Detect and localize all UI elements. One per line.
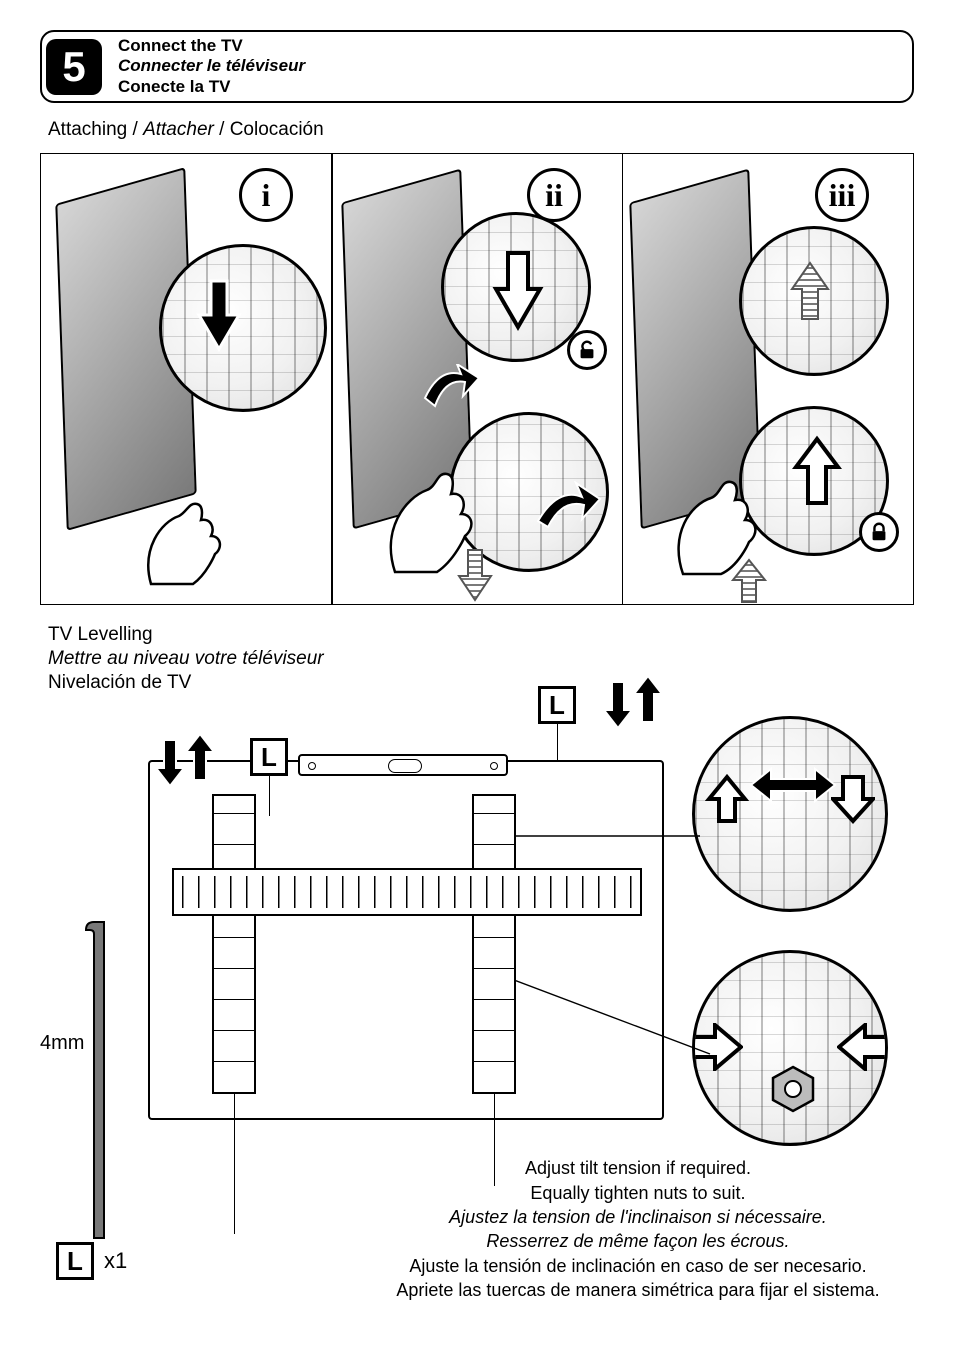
arrow-up-outline-icon [792, 435, 842, 507]
rail-slots [182, 876, 632, 908]
tool-size-label: 4mm [40, 1032, 84, 1055]
hexkey-icon [80, 918, 124, 1258]
bracket-lines [474, 796, 514, 1092]
arrow-in-icon [837, 1023, 888, 1071]
arrow-pull-icon [421, 364, 481, 418]
bracket [472, 794, 516, 1094]
step-number-badge: 5 [46, 39, 102, 95]
leader-line [269, 776, 270, 816]
panel-divider [622, 154, 624, 604]
detail-circle [739, 226, 889, 376]
step-title-fr: Connecter le téléviseur [118, 56, 305, 76]
alt-arrows-icon [152, 728, 224, 792]
alt-arrows-icon [600, 670, 672, 734]
hex-nut-icon [767, 1063, 819, 1115]
levelling-heading: TV Levelling Mettre au niveau votre télé… [48, 623, 914, 694]
unlock-icon [567, 330, 607, 370]
step-header: 5 Connect the TV Connecter le téléviseur… [40, 30, 914, 103]
attaching-fr: Attacher [143, 119, 214, 140]
striped-arrow-up-icon [790, 261, 830, 321]
lock-icon [859, 512, 899, 552]
step-title-en: Connect the TV [118, 36, 305, 56]
tool-qty: x1 [104, 1248, 127, 1274]
levelling-diagram: L L [40, 700, 914, 1320]
label-l: L [56, 1242, 94, 1280]
tilt-es-1: Ajuste la tensión de inclinación en caso… [358, 1254, 918, 1278]
level-hole [308, 762, 316, 770]
bracket-lines [214, 796, 254, 1092]
tilt-fr-2: Resserrez de même façon les écrous. [358, 1229, 918, 1253]
tilt-es-2: Apriete las tuercas de manera simétrica … [358, 1278, 918, 1302]
leader-line [514, 980, 724, 1080]
arrow-down-outline-icon [490, 249, 546, 331]
attaching-diagram-panel: i ii iii [40, 153, 914, 605]
level-bubble [388, 759, 422, 773]
sep: / [214, 119, 230, 140]
step-i-badge: i [239, 168, 293, 222]
hand-icon [131, 494, 241, 594]
tilt-fr-1: Ajustez la tension de l'inclinaison si n… [358, 1205, 918, 1229]
step-iii-badge: iii [815, 168, 869, 222]
arrow-down-icon [194, 277, 244, 353]
detail-circle [159, 244, 327, 412]
step-titles: Connect the TV Connecter le téléviseur C… [118, 36, 305, 97]
label-l: L [250, 738, 288, 776]
attaching-subheading: Attaching / Attacher / Colocación [48, 119, 914, 141]
arrow-up-outline-icon [705, 773, 749, 825]
leader-line [514, 830, 714, 880]
attaching-en: Attaching [48, 119, 127, 140]
arrow-curve-icon [532, 481, 602, 537]
tilt-en-2: Equally tighten nuts to suit. [358, 1181, 918, 1205]
levelling-fr: Mettre au niveau votre téléviseur [48, 647, 914, 671]
step-title-es: Conecte la TV [118, 77, 305, 97]
leader-line [557, 724, 558, 762]
striped-arrow-down-icon [457, 548, 493, 602]
detail-circle [692, 716, 888, 912]
sep: / [127, 119, 143, 140]
tilt-tension-text: Adjust tilt tension if required. Equally… [358, 1156, 918, 1302]
bracket [212, 794, 256, 1094]
striped-arrow-up-icon [731, 558, 767, 604]
tilt-en-1: Adjust tilt tension if required. [358, 1156, 918, 1180]
panel-divider [331, 154, 333, 604]
levelling-es: Nivelación de TV [48, 671, 914, 695]
double-arrow-icon [747, 763, 839, 807]
drop-line [234, 1094, 235, 1234]
level-hole [490, 762, 498, 770]
spirit-level-icon [298, 754, 508, 776]
levelling-en: TV Levelling [48, 623, 914, 647]
attaching-es: Colocación [230, 119, 324, 140]
label-l: L [538, 686, 576, 724]
